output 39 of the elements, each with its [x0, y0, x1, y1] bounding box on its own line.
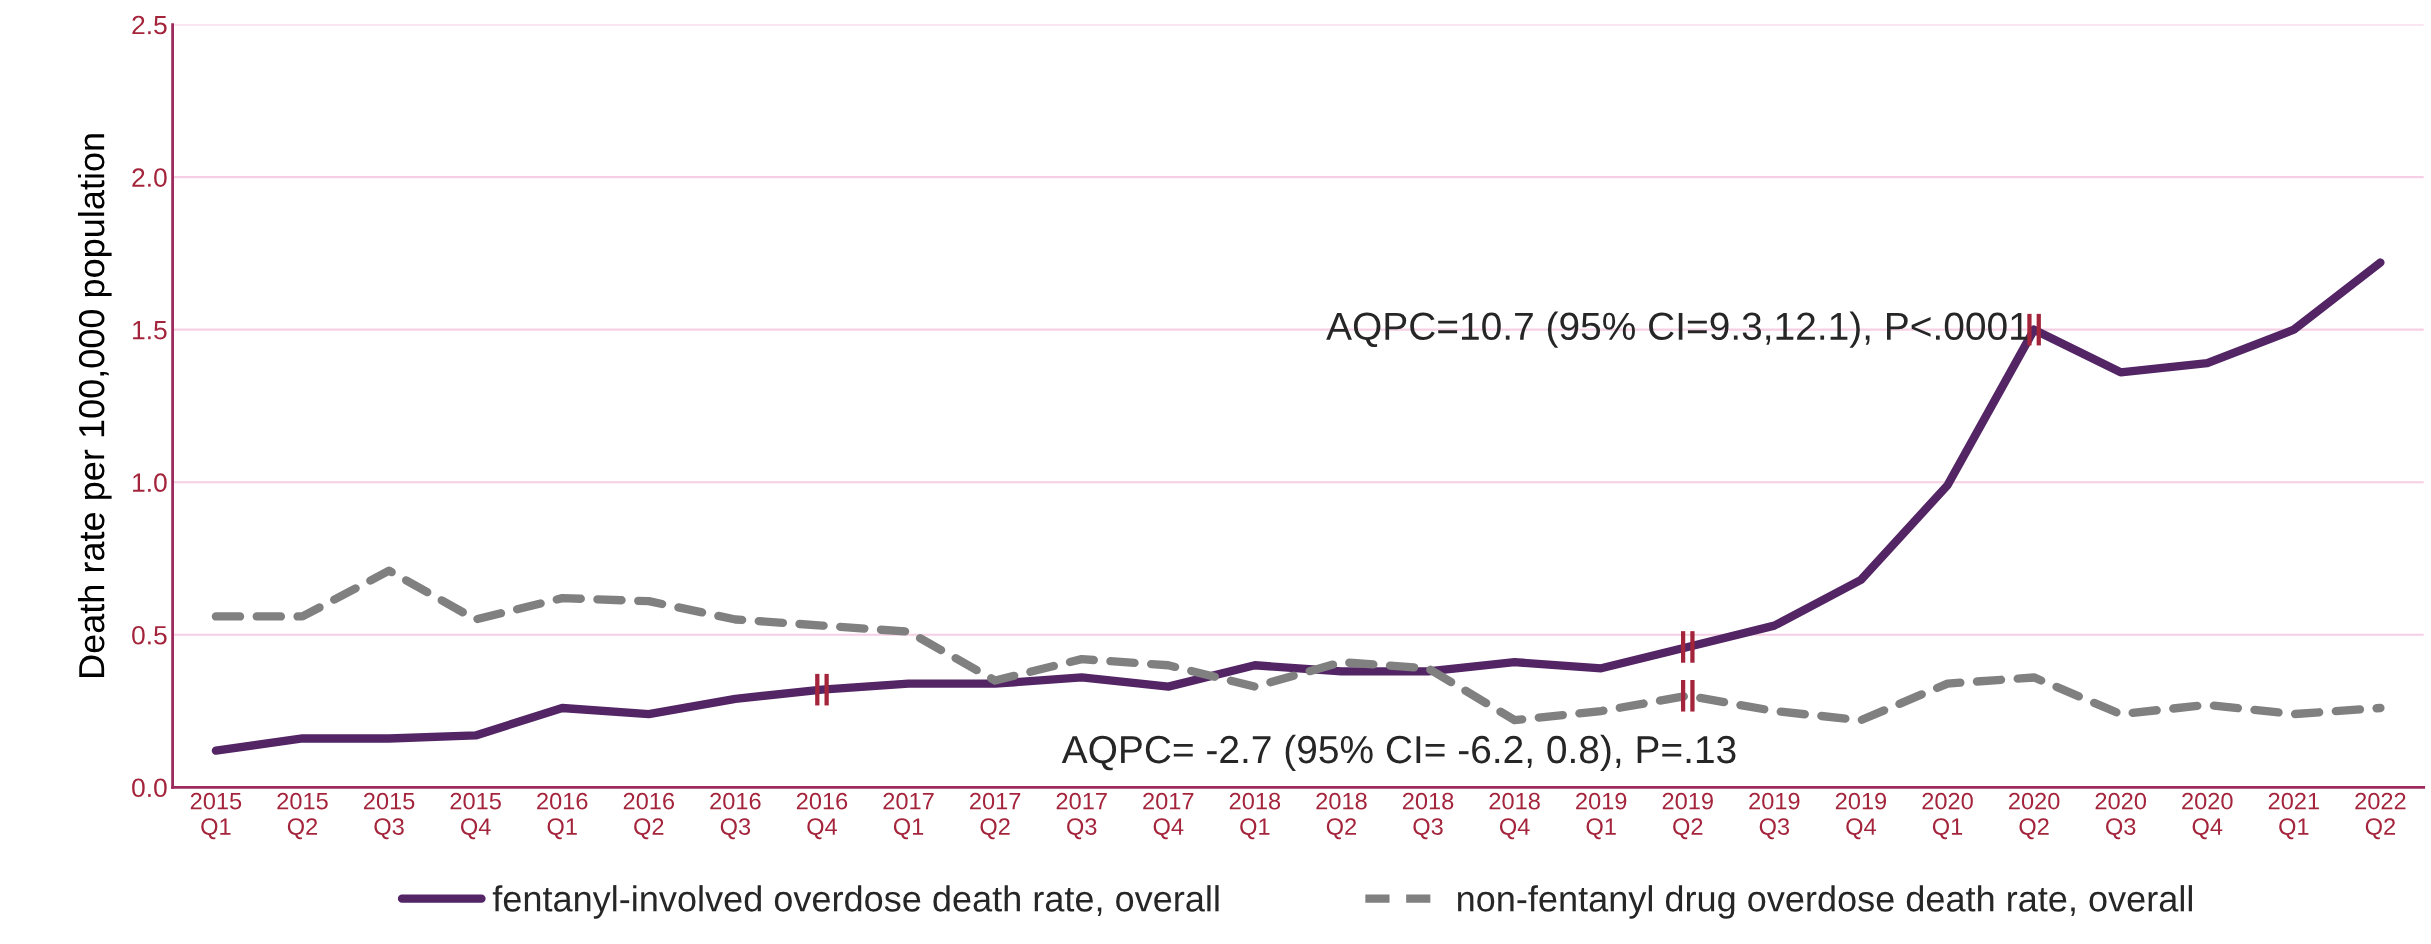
x-tick-label: 2021 Q1: [2268, 792, 2319, 840]
legend-label: non-fentanyl drug overdose death rate, overall: [1458, 885, 2192, 919]
x-tick-label: 2018 Q1: [1229, 792, 1281, 840]
x-tick-label: 2020 Q2: [2009, 792, 2060, 840]
x-tick-label: 2016 Q2: [623, 792, 675, 840]
x-tick-label: 2016 Q3: [710, 792, 761, 840]
x-tick-label: 2015 Q2: [277, 792, 328, 840]
x-tick-label: 2017 Q3: [1056, 792, 1107, 840]
annotation: ||: [1680, 679, 1695, 712]
y-tick-label: 2.5: [132, 15, 167, 35]
x-tick-label: 2019 Q2: [1662, 792, 1713, 840]
x-tick-label: 2017 Q1: [883, 792, 934, 840]
x-tick-label: 2019 Q4: [1835, 792, 1887, 840]
x-tick-label: 2022 Q2: [2355, 792, 2406, 840]
annotation: AQPC=10.7 (95% CI=9.3,12.1), P<.0001: [1326, 311, 2028, 348]
legend-label: fentanyl-involved overdose death rate, overall: [492, 885, 1219, 919]
x-tick-label: 2016 Q4: [796, 792, 848, 840]
x-tick-label: 2017 Q2: [970, 792, 1021, 840]
x-tick-label: 2018 Q3: [1402, 792, 1454, 840]
x-tick-label: 2015 Q3: [363, 792, 415, 840]
x-tick-label: 2020 Q4: [2182, 792, 2233, 840]
annotation: AQPC= -2.7 (95% CI= -6.2, 0.8), P=.13: [1061, 734, 1736, 772]
y-tick-label: 0.5: [132, 625, 167, 645]
x-tick-label: 2020 Q3: [2095, 792, 2147, 840]
annotation: ||: [815, 673, 829, 706]
x-tick-label: 2016 Q1: [537, 792, 588, 840]
x-tick-label: 2017 Q4: [1143, 792, 1194, 840]
x-tick-label: 2015 Q4: [450, 792, 501, 840]
x-tick-label: 2020 Q1: [1922, 792, 1973, 840]
y-tick-label: 0.0: [132, 778, 167, 798]
x-tick-label: 2015 Q1: [190, 792, 242, 840]
x-tick-label: 2019 Q1: [1576, 792, 1627, 840]
x-tick-label: 2019 Q3: [1749, 792, 1800, 840]
y-tick-label: 1.5: [133, 321, 167, 340]
y-axis-title: Death rate per 100,000 population: [77, 134, 112, 677]
y-tick-label: 1.0: [133, 473, 167, 493]
x-tick-label: 2018 Q4: [1489, 792, 1540, 840]
x-tick-label: 2018 Q2: [1316, 792, 1367, 840]
y-tick-label: 2.0: [132, 168, 167, 187]
